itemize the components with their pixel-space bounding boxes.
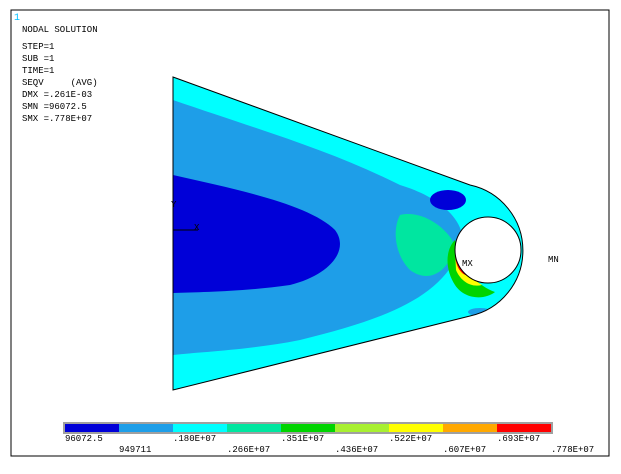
legend-swatch <box>443 424 497 432</box>
legend-label: .778E+07 <box>551 445 594 455</box>
legend-label: .180E+07 <box>173 434 216 444</box>
legend-swatch <box>281 424 335 432</box>
contour-band <box>455 255 470 276</box>
legend: 96072.5 949711 .180E+07 .266E+07 .351E+07 .43… <box>63 422 594 455</box>
legend-swatch <box>497 424 551 432</box>
info-title: NODAL SOLUTION <box>22 25 98 35</box>
min-marker: MN <box>548 255 559 265</box>
legend-label: 96072.5 <box>65 434 103 444</box>
info-line: SMX =.778E+07 <box>22 114 92 124</box>
triad-x-label: X <box>194 223 200 233</box>
legend-label: 949711 <box>119 445 151 455</box>
legend-swatch <box>119 424 173 432</box>
info-line: STEP=1 <box>22 42 54 52</box>
legend-label: .266E+07 <box>227 445 270 455</box>
info-line: TIME=1 <box>22 66 54 76</box>
legend-swatch <box>65 424 119 432</box>
contour-band <box>447 240 495 298</box>
legend-label: .522E+07 <box>389 434 432 444</box>
legend-swatch <box>335 424 389 432</box>
legend-swatch <box>227 424 281 432</box>
contour-band <box>430 190 466 210</box>
triad-y-label: Y <box>171 200 177 210</box>
part-outline <box>172 76 524 391</box>
legend-label: .693E+07 <box>497 434 540 444</box>
info-line: SMN =96072.5 <box>22 102 87 112</box>
max-marker: MX <box>462 259 473 269</box>
legend-swatch <box>173 424 227 432</box>
contour-band <box>173 175 340 293</box>
contour-band <box>455 250 482 286</box>
info-line: SUB =1 <box>22 54 54 64</box>
hole <box>454 216 522 284</box>
legend-label: .351E+07 <box>281 434 324 444</box>
legend-label: .436E+07 <box>335 445 378 455</box>
legend-swatch <box>389 424 443 432</box>
info-line: DMX =.261E-03 <box>22 90 92 100</box>
window-number: 1 <box>14 13 20 24</box>
contour-band <box>395 214 455 276</box>
info-block: STEP=1 SUB =1 TIME=1 SEQV (AVG) DMX =.261E-0… <box>22 42 98 124</box>
info-line: SEQV (AVG) <box>22 78 98 88</box>
legend-label: .607E+07 <box>443 445 486 455</box>
